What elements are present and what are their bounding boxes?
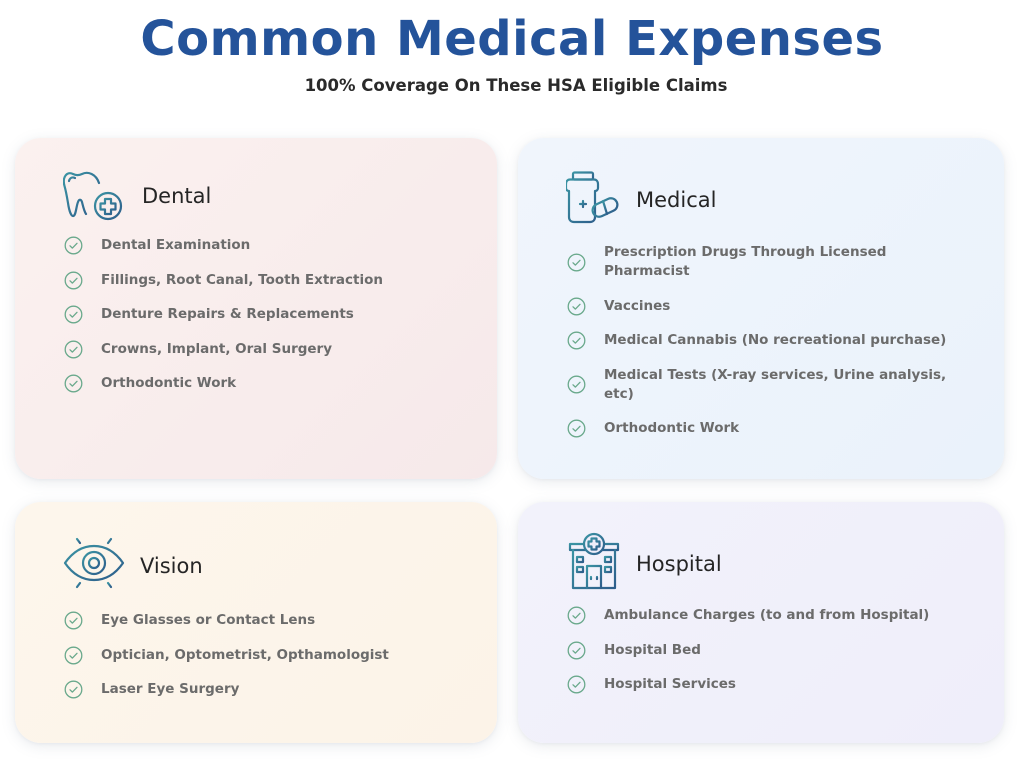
list-item: Ambulance Charges (to and from Hospital) [567,606,987,625]
check-circle-icon [64,271,83,290]
card-title-hospital: Hospital [636,552,722,576]
card-dental: Dental Dental Examination Fillings, Root… [15,138,497,479]
check-circle-icon [64,646,83,665]
card-title-dental: Dental [142,184,212,208]
list-item: Optician, Optometrist, Opthamologist [64,646,484,665]
check-circle-icon [567,675,586,694]
list-item: Vaccines [567,297,957,316]
check-circle-icon [567,606,586,625]
check-circle-icon [567,641,586,660]
check-circle-icon [64,340,83,359]
list-item: Eye Glasses or Contact Lens [64,611,484,630]
list-item: Prescription Drugs Through Licensed Phar… [567,243,957,281]
tooth-plus-icon [63,171,123,221]
list-item: Orthodontic Work [567,419,957,438]
medicine-bottle-icon [566,171,619,224]
list-item: Orthodontic Work [64,374,484,393]
check-circle-icon [64,680,83,699]
page-title: Common Medical Expenses [140,11,884,67]
list-item: Medical Tests (X-ray services, Urine ana… [567,366,957,404]
list-item: Crowns, Implant, Oral Surgery [64,340,484,359]
check-circle-icon [64,374,83,393]
check-circle-icon [567,253,586,272]
list-item: Denture Repairs & Replacements [64,305,484,324]
check-circle-icon [64,611,83,630]
check-circle-icon [567,331,586,350]
list-item: Hospital Bed [567,641,987,660]
card-medical: Medical Prescription Drugs Through Licen… [518,138,1004,479]
hospital-building-icon [566,532,622,590]
card-title-vision: Vision [140,554,203,578]
list-item: Fillings, Root Canal, Tooth Extraction [64,271,484,290]
check-circle-icon [567,297,586,316]
medical-list: Prescription Drugs Through Licensed Phar… [567,243,957,438]
check-circle-icon [567,419,586,438]
check-circle-icon [567,375,586,394]
list-item: Dental Examination [64,236,484,255]
card-hospital: Hospital Ambulance Charges (to and from … [518,502,1004,743]
card-title-medical: Medical [636,188,717,212]
card-vision: Vision Eye Glasses or Contact Lens Optic… [15,502,497,743]
list-item: Laser Eye Surgery [64,680,484,699]
vision-list: Eye Glasses or Contact Lens Optician, Op… [64,611,484,699]
page-subtitle: 100% Coverage On These HSA Eligible Clai… [304,76,728,95]
hospital-list: Ambulance Charges (to and from Hospital)… [567,606,987,694]
list-item: Medical Cannabis (No recreational purcha… [567,331,957,350]
eye-icon [63,533,125,593]
check-circle-icon [64,236,83,255]
dental-list: Dental Examination Fillings, Root Canal,… [64,236,484,393]
list-item: Hospital Services [567,675,987,694]
check-circle-icon [64,305,83,324]
